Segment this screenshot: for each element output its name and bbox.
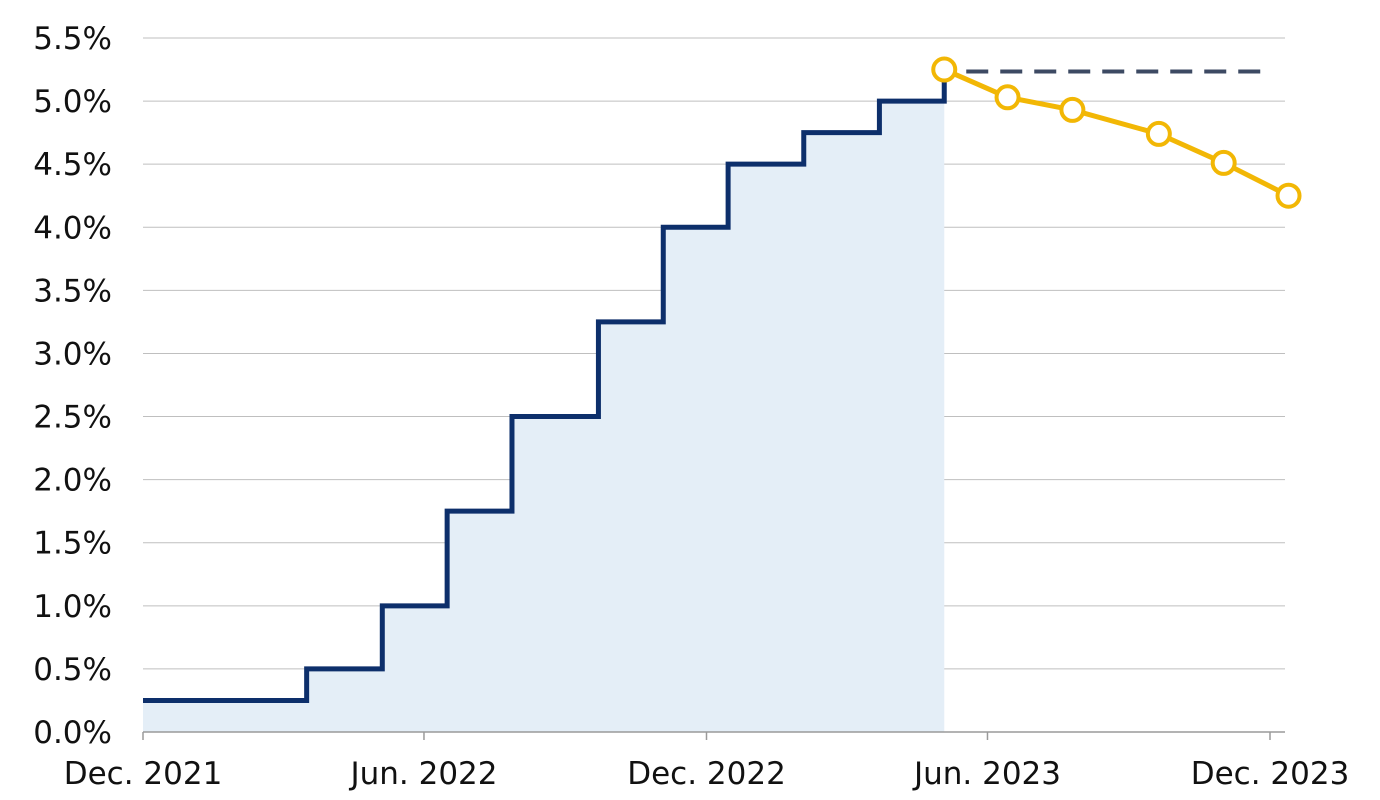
x-tick-label: Dec. 2021 bbox=[64, 756, 223, 792]
y-tick-label: 1.5% bbox=[33, 526, 112, 562]
data-point-marker bbox=[1059, 96, 1086, 123]
x-tick-label: Jun. 2023 bbox=[912, 756, 1061, 792]
y-tick-label: 3.5% bbox=[33, 273, 112, 309]
data-point-marker bbox=[994, 84, 1021, 111]
marker-layer bbox=[931, 56, 1302, 209]
data-point-marker bbox=[1210, 149, 1237, 176]
y-tick-label: 4.5% bbox=[33, 147, 112, 183]
projection-line bbox=[943, 67, 1290, 198]
tick-labels: 0.0% 0.5% 1.0% 1.5% 2.0% 2.5% 3.0% 3.5% 4.0% 4.5%… bbox=[33, 21, 1349, 792]
y-tick-label: 4.0% bbox=[33, 210, 112, 246]
data-point-marker bbox=[1275, 182, 1302, 209]
y-tick-label: 3.0% bbox=[33, 336, 112, 372]
y-tick-label: 1.0% bbox=[33, 589, 112, 625]
data-point-marker bbox=[931, 56, 958, 83]
axes bbox=[142, 731, 1285, 740]
y-tick-label: 5.5% bbox=[33, 21, 112, 57]
y-tick-label: 2.5% bbox=[33, 400, 112, 436]
y-tick-label: 2.0% bbox=[33, 463, 112, 499]
y-tick-label: 5.0% bbox=[33, 84, 112, 120]
y-tick-label: 0.5% bbox=[33, 652, 112, 688]
data-point-marker bbox=[1145, 120, 1172, 147]
x-tick-label: Dec. 2022 bbox=[627, 756, 786, 792]
y-tick-label: 0.0% bbox=[33, 715, 112, 751]
step-line bbox=[143, 69, 947, 703]
x-tick-label: Jun. 2022 bbox=[348, 756, 497, 792]
x-tick-label: Dec. 2023 bbox=[1191, 756, 1350, 792]
